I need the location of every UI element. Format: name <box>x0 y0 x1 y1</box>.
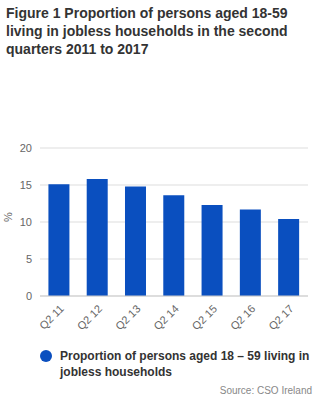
svg-text:%: % <box>8 212 14 222</box>
svg-text:5: 5 <box>26 253 32 265</box>
html-text:Proportion of persons aged 18: Proportion of persons aged 18 – 59 livin… <box>60 349 310 379</box>
svg-text:Q2 11: Q2 11 <box>37 302 66 331</box>
svg-text:15: 15 <box>20 179 32 191</box>
svg-text:Q2 15: Q2 15 <box>190 302 220 332</box>
svg-text:Q2 14: Q2 14 <box>151 302 181 332</box>
svg-text:Q2 16: Q2 16 <box>228 302 258 332</box>
svg-text:0: 0 <box>26 290 32 302</box>
html-text:Figure 1 Proportion of persons: Figure 1 Proportion of persons aged 18-5… <box>6 5 288 57</box>
svg-text:10: 10 <box>20 216 32 228</box>
html-text:Source: CSO Ireland: Source: CSO Ireland <box>219 385 312 396</box>
svg-text:Q2 17: Q2 17 <box>266 302 296 332</box>
svg-text:Q2 13: Q2 13 <box>113 302 143 332</box>
svg-text:Q2 12: Q2 12 <box>75 302 105 332</box>
svg-text:20: 20 <box>20 142 32 154</box>
